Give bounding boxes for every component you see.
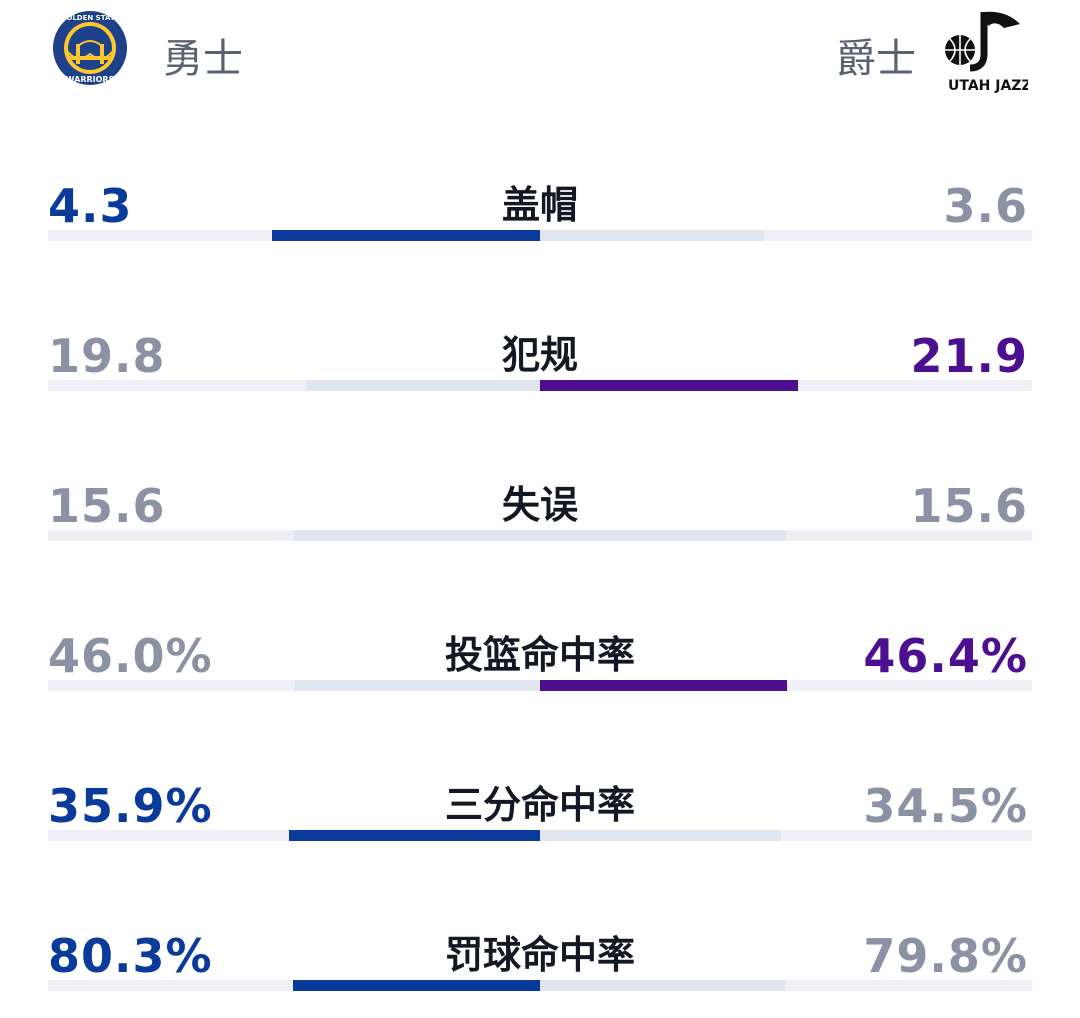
home-stat-value: 4.3 <box>48 179 133 233</box>
home-team-name: 勇士 <box>163 36 243 82</box>
comparison-bar-track <box>48 980 1032 991</box>
away-stat-value: 3.6 <box>943 179 1028 233</box>
stat-label: 三分命中率 <box>444 783 635 827</box>
stat-row: 19.8 犯规 21.9 <box>48 328 1032 418</box>
team-header: GOLDEN STATE WARRIORS 勇士 爵士 UTAH JAZZ <box>0 0 1080 110</box>
comparison-bar-track <box>48 380 1032 391</box>
stat-label: 犯规 <box>501 333 578 377</box>
stat-label: 失误 <box>501 483 578 527</box>
stat-label: 盖帽 <box>501 183 578 227</box>
away-team-name: 爵士 <box>836 36 916 82</box>
logo-text-bottom: WARRIORS <box>66 75 115 84</box>
home-bar-fill <box>272 230 540 241</box>
golden-state-warriors-logo-icon: GOLDEN STATE WARRIORS <box>52 6 132 96</box>
home-bar-fill <box>293 980 540 991</box>
stat-row: 35.9% 三分命中率 34.5% <box>48 778 1032 868</box>
away-stat-value: 15.6 <box>910 479 1028 533</box>
away-stat-value: 34.5% <box>863 779 1028 833</box>
stat-label: 罚球命中率 <box>444 933 635 977</box>
home-stat-value: 80.3% <box>48 929 213 983</box>
stat-row: 80.3% 罚球命中率 79.8% <box>48 928 1032 1018</box>
stat-row: 15.6 失误 15.6 <box>48 478 1032 568</box>
away-bar-fill <box>540 680 788 691</box>
away-stat-value: 79.8% <box>863 929 1028 983</box>
away-stat-value: 21.9 <box>910 329 1028 383</box>
utah-jazz-logo-icon: UTAH JAZZ <box>940 6 1032 94</box>
stat-label: 投篮命中率 <box>444 633 635 677</box>
comparison-bar-track <box>48 680 1032 691</box>
logo-text-top: GOLDEN STATE <box>61 14 120 22</box>
comparison-bar-track <box>48 530 1032 541</box>
comparison-bar-range <box>294 530 786 541</box>
home-stat-value: 46.0% <box>48 629 213 683</box>
home-stat-value: 19.8 <box>48 329 166 383</box>
stat-row: 4.3 盖帽 3.6 <box>48 178 1032 268</box>
logo-text: UTAH JAZZ <box>948 78 1028 94</box>
stat-row: 46.0% 投篮命中率 46.4% <box>48 628 1032 718</box>
away-stat-value: 46.4% <box>863 629 1028 683</box>
comparison-bar-track <box>48 830 1032 841</box>
home-stat-value: 35.9% <box>48 779 213 833</box>
home-bar-fill <box>289 830 540 841</box>
home-stat-value: 15.6 <box>48 479 166 533</box>
away-bar-fill <box>540 380 799 391</box>
comparison-bar-track <box>48 230 1032 241</box>
